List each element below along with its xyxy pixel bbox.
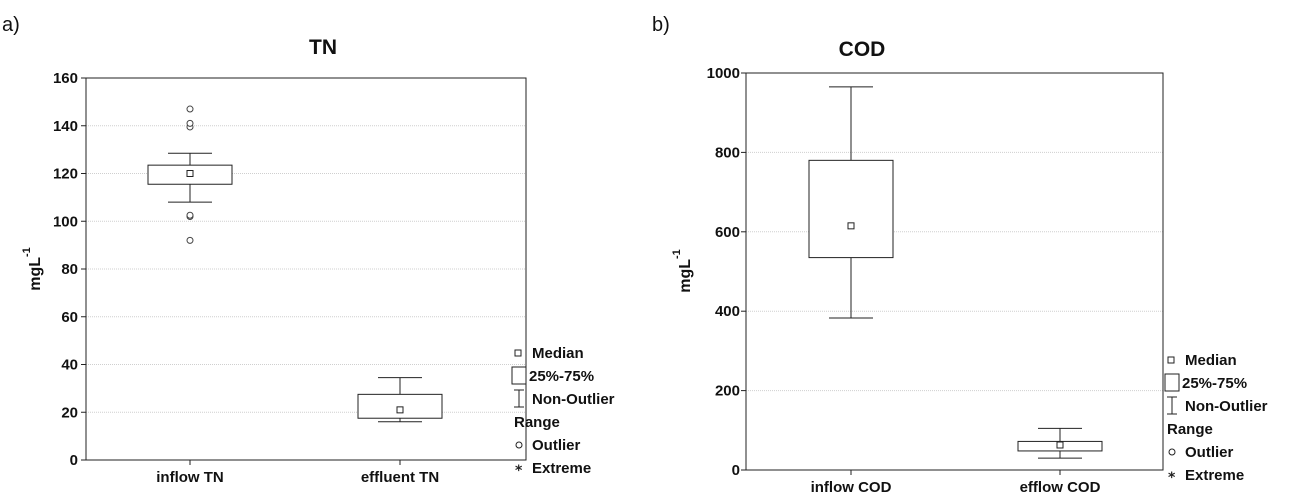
y-tick-label: 800 (715, 144, 740, 161)
y-tick-label: 40 (61, 357, 78, 374)
y-axis-label-superscript: -1 (21, 247, 33, 257)
legend-label: Range (1167, 421, 1213, 438)
x-category-label: inflow COD (811, 479, 892, 494)
legend-box-icon (511, 366, 527, 385)
y-axis-label: mgL-1 (671, 249, 694, 293)
legend-median-icon (514, 349, 522, 357)
legend-extreme-icon: * (1168, 470, 1176, 486)
iqr-box (357, 393, 443, 419)
panel-label: a) (2, 14, 20, 36)
legend-box-icon (1164, 373, 1180, 392)
y-tick-label: 20 (61, 404, 78, 421)
y-axis-label-text: mgL (27, 257, 44, 291)
x-category-label: efflow COD (1020, 479, 1101, 494)
legend-outlier-icon (1168, 448, 1176, 456)
median-marker (1056, 441, 1064, 449)
legend-label: Extreme (1185, 467, 1244, 484)
median-marker (396, 406, 404, 414)
x-category-label: effluent TN (361, 469, 439, 486)
plot-frame (745, 72, 1164, 471)
legend-extreme-icon: * (515, 463, 523, 479)
box-2 (357, 377, 443, 423)
chart-panel-b: b) COD 0 200 400 600 800 1000 inflow COD efflow C… (652, 14, 1268, 494)
legend-label: Median (1185, 352, 1237, 369)
y-tick-label: 0 (70, 452, 78, 469)
box-2 (1017, 427, 1103, 459)
legend-label: Median (532, 345, 584, 362)
legend: Median 25%-75% Non-Outlier Range Outlier * Ext… (511, 345, 615, 479)
iqr-box (808, 159, 894, 259)
y-axis-label-superscript: -1 (671, 249, 683, 259)
outlier-point (186, 236, 194, 244)
median-marker (186, 170, 194, 177)
y-tick-label: 600 (715, 224, 740, 241)
y-axis-label-text: mgL (677, 259, 694, 293)
legend-label: Outlier (532, 437, 581, 454)
panel-label: b) (652, 14, 670, 36)
y-tick-label: 140 (53, 118, 78, 135)
chart-title: COD (839, 38, 886, 61)
x-category-label: inflow TN (156, 469, 224, 486)
outlier-point (186, 119, 194, 127)
legend-outlier-icon (515, 441, 523, 449)
legend-label: Outlier (1185, 444, 1234, 461)
y-tick-label: 0 (732, 462, 740, 479)
legend-median-icon (1167, 356, 1175, 364)
y-tick-label: 120 (53, 166, 78, 183)
y-tick-label: 200 (715, 383, 740, 400)
y-tick-label: 100 (53, 213, 78, 230)
y-tick-label: 1000 (707, 65, 740, 82)
outlier-point (186, 211, 194, 219)
legend-label: 25%-75% (1182, 375, 1247, 392)
legend-label: Non-Outlier (532, 391, 615, 408)
y-axis-label: mgL-1 (21, 247, 44, 291)
outlier-point (186, 105, 194, 113)
legend-label: 25%-75% (529, 368, 594, 385)
box-1 (147, 105, 233, 244)
y-tick-label: 160 (53, 70, 78, 87)
y-tick-label: 400 (715, 303, 740, 320)
legend-label: Non-Outlier (1185, 398, 1268, 415)
median-marker (847, 222, 855, 230)
y-tick-label: 80 (61, 261, 78, 278)
legend-label: Extreme (532, 460, 591, 477)
y-tick-label: 60 (61, 309, 78, 326)
legend: Median 25%-75% Non-Outlier Range Outlier * Ext… (1164, 352, 1268, 486)
box-1 (808, 86, 894, 319)
legend-label: Range (514, 414, 560, 431)
chart-panel-a: a) TN 0 20 40 60 80 100 120 140 160 inflow TN efflue… (2, 14, 615, 486)
chart-title: TN (309, 36, 337, 59)
